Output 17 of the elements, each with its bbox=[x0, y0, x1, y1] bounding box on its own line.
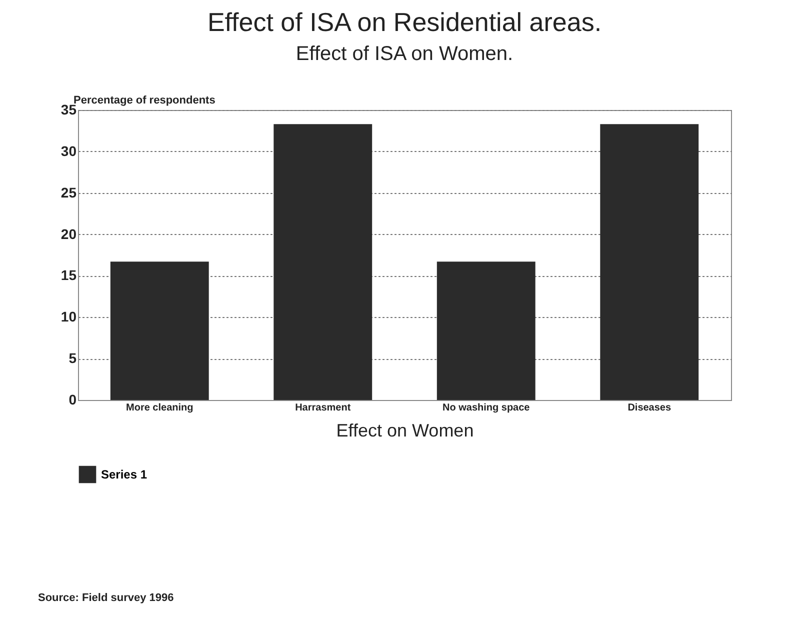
y-tick-label: 15 bbox=[60, 267, 77, 284]
y-axis-title: Percentage of respondents bbox=[74, 94, 216, 106]
y-tick-label: 10 bbox=[60, 308, 77, 325]
x-tick-label: More cleaning bbox=[126, 402, 194, 414]
y-tick-label: 0 bbox=[68, 392, 77, 408]
chart-title: Effect of ISA on Residential areas. bbox=[207, 7, 602, 37]
legend-label: Series 1 bbox=[101, 468, 148, 482]
source-note: Source: Field survey 1996 bbox=[38, 592, 174, 604]
x-tick-label: No washing space bbox=[442, 402, 530, 414]
x-tick-label: Diseases bbox=[628, 402, 672, 414]
x-tick-label: Harrasment bbox=[295, 402, 352, 414]
y-tick-label: 20 bbox=[60, 226, 77, 242]
y-tick-label: 30 bbox=[60, 142, 77, 159]
y-tick-label: 5 bbox=[68, 350, 77, 366]
x-axis-title: Effect on Women bbox=[336, 420, 474, 440]
chart-subtitle: Effect of ISA on Women. bbox=[296, 43, 514, 65]
y-tick-label: 25 bbox=[60, 184, 77, 200]
